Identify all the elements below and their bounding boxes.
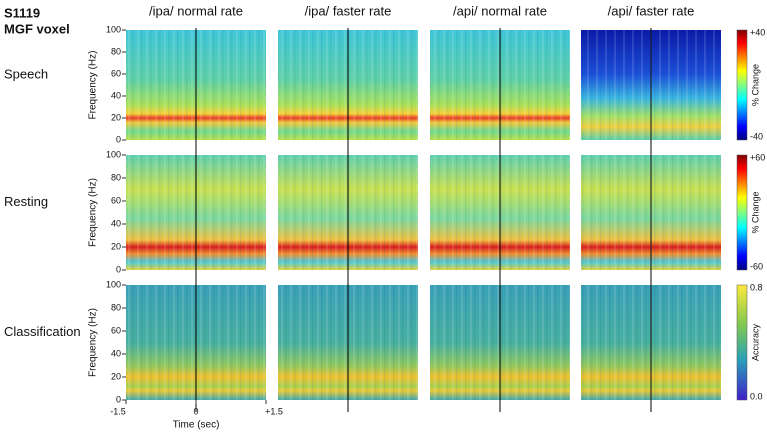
y-tick-label: 20 [111,112,121,122]
y-tick-label: 20 [111,241,121,251]
colorbar-max: 0.8 [750,282,763,292]
y-tick-label: 80 [111,302,121,312]
colorbar-min: 0.0 [750,391,763,401]
y-tick-label: 60 [111,68,121,78]
colorbar [736,284,748,401]
colorbar-label: % Change [750,191,760,233]
y-axis-label: Frequency (Hz) [88,178,99,247]
y-tick-label: 60 [111,325,121,335]
row-label: Resting [4,194,48,209]
y-tick-label: 100 [106,24,121,34]
y-tick-label: 40 [111,90,121,100]
x-axis-label: Time (sec) [173,420,220,431]
column-title: /api/ normal rate [453,3,547,18]
y-tick-label: 80 [111,172,121,182]
colorbar-label: % Change [750,64,760,106]
y-tick-label: 80 [111,46,121,56]
row-label: Speech [4,66,48,81]
row-label: Classification [4,324,81,339]
colorbar-min: -60 [750,261,763,271]
y-tick-label: 100 [106,149,121,159]
y-tick-label: 0 [116,264,121,274]
x-tick-label: 0 [193,406,198,416]
y-axis-label: Frequency (Hz) [88,308,99,377]
y-tick-label: 100 [106,279,121,289]
colorbar-max: +40 [750,27,765,37]
y-tick-label: 40 [111,348,121,358]
x-tick-label: +1.5 [265,406,283,416]
column-title: /ipa/ faster rate [305,3,392,18]
colorbar [736,29,748,141]
y-tick-label: 40 [111,218,121,228]
subject: S1119 [4,5,40,20]
y-axis-label: Frequency (Hz) [88,51,99,120]
y-tick-label: 0 [116,134,121,144]
y-tick-label: 20 [111,371,121,381]
colorbar-label: Accuracy [750,323,760,361]
column-title: /api/ faster rate [608,3,695,18]
column-title: /ipa/ normal rate [149,3,243,18]
y-tick-label: 60 [111,195,121,205]
colorbar-min: -40 [750,131,763,141]
voxel: MGF voxel [4,21,70,36]
colorbar-max: +60 [750,152,765,162]
x-tick-label: -1.5 [110,406,126,416]
y-tick-label: 0 [116,394,121,404]
colorbar [736,154,748,271]
